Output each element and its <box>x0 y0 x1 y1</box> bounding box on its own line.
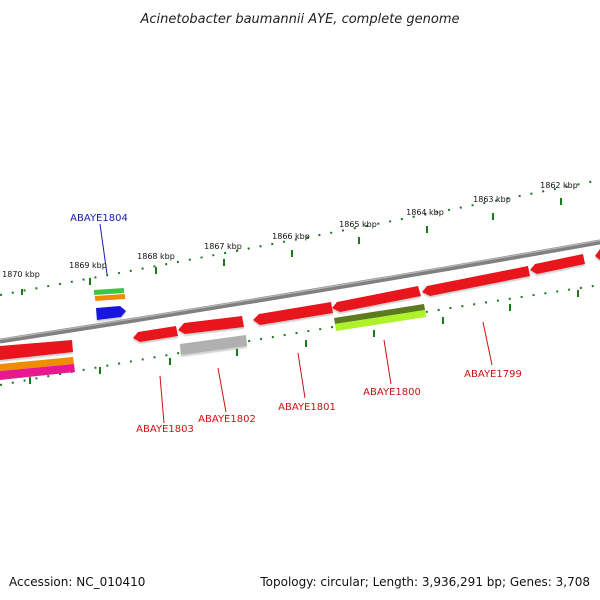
gene-abaye1802-gray[interactable] <box>180 335 247 355</box>
gene-label-abaye1802[interactable]: ABAYE1802 <box>198 414 256 425</box>
gene-abaye1799[interactable] <box>422 266 530 296</box>
gene-right-edge[interactable] <box>530 249 600 274</box>
genome-backbone <box>0 239 600 344</box>
gene-left-edge[interactable] <box>0 340 75 380</box>
tick-label-1868: 1868 kbp <box>137 252 175 261</box>
gene-abaye1802-red[interactable] <box>178 316 244 334</box>
tick-label-1866: 1866 kbp <box>272 232 310 241</box>
tick-label-1870: 1870 kbp <box>2 270 40 279</box>
gene-label-abaye1799[interactable]: ABAYE1799 <box>464 369 522 380</box>
topology-text: Topology: circular; Length: 3,936,291 bp… <box>259 575 590 589</box>
major-ticks <box>21 198 562 295</box>
tick-label-1867: 1867 kbp <box>204 242 242 251</box>
outer-tick-track <box>0 179 600 296</box>
tick-label-1863: 1863 kbp <box>473 195 511 204</box>
gene-abaye1804-stack[interactable] <box>93 287 126 320</box>
gene-abaye1803[interactable] <box>133 326 178 342</box>
tick-label-1864: 1864 kbp <box>406 208 444 217</box>
gene-abaye1800-green[interactable] <box>334 304 426 331</box>
accession-text: Accession: NC_010410 <box>9 575 145 589</box>
gene-abaye1801[interactable] <box>253 302 333 325</box>
inner-major-ticks <box>29 290 579 384</box>
tick-label-1865: 1865 kbp <box>339 220 377 229</box>
gene-abaye1800-top[interactable] <box>332 286 421 312</box>
gene-label-abaye1804[interactable]: ABAYE1804 <box>70 213 128 224</box>
gene-label-abaye1801[interactable]: ABAYE1801 <box>278 402 336 413</box>
inner-tick-track <box>0 284 600 386</box>
gene-label-abaye1803[interactable]: ABAYE1803 <box>136 424 194 435</box>
map-title: Acinetobacter baumannii AYE, complete ge… <box>139 12 459 27</box>
tick-label-1869: 1869 kbp <box>69 261 107 270</box>
tick-label-1862: 1862 kbp <box>540 181 578 190</box>
gene-label-abaye1800[interactable]: ABAYE1800 <box>363 387 421 398</box>
label-leaders <box>99 223 493 424</box>
